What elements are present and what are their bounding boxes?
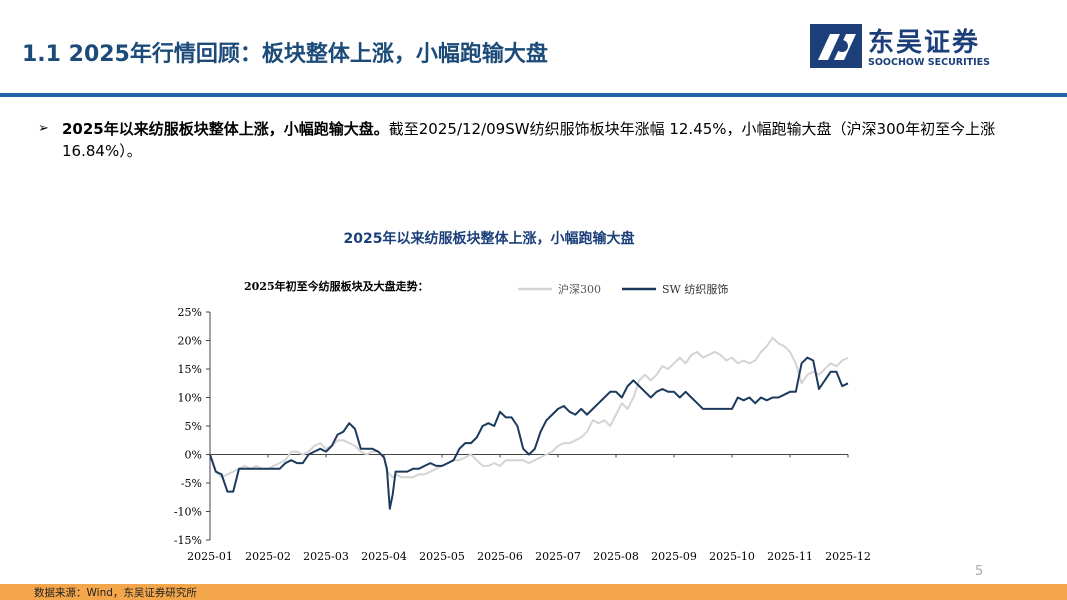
chart-title: 2025年初至今纺服板块及大盘走势： <box>244 279 429 293</box>
x-tick-label: 2025-05 <box>419 550 465 563</box>
x-tick-label: 2025-11 <box>767 550 813 563</box>
summary-text: 2025年以来纺服板块整体上涨，小幅跑输大盘。截至2025/12/09SW纺织服… <box>62 118 1048 162</box>
x-tick-label: 2025-03 <box>303 550 349 563</box>
y-tick-label: 0% <box>185 449 202 462</box>
x-tick-label: 2025-08 <box>593 550 639 563</box>
y-tick-label: 15% <box>178 363 202 376</box>
y-tick-label: 20% <box>178 335 202 348</box>
bullet-arrow-icon: ➢ <box>38 121 49 136</box>
data-source-note: 数据来源：Wind，东吴证券研究所 <box>34 587 197 599</box>
x-tick-label: 2025-07 <box>535 550 581 563</box>
x-tick-label: 2025-12 <box>825 550 871 563</box>
chart-heading: 2025年以来纺服板块整体上涨，小幅跑输大盘 <box>343 231 635 247</box>
x-tick-label: 2025-10 <box>709 550 755 563</box>
legend-label-csi300: 沪深300 <box>558 282 601 296</box>
y-tick-label: 10% <box>178 392 202 405</box>
legend-label-sw-textile: SW 纺织服饰 <box>662 282 728 296</box>
y-tick-label: -15% <box>174 534 202 547</box>
x-tick-label: 2025-02 <box>245 550 291 563</box>
series-line-sw-textile <box>209 356 849 510</box>
line-chart: 2025年初至今纺服板块及大盘走势： 沪深300 SW 纺织服饰 25% 20% 1… <box>174 279 871 563</box>
y-tick-label: -5% <box>181 477 202 490</box>
page-number: 5 <box>975 564 984 579</box>
plot-area: 25% 20% 15% 10% 5% 0% -5% -10% -15% 2025-01 2025-0… <box>174 306 871 563</box>
x-tick-label: 2025-01 <box>187 550 233 563</box>
header-divider <box>0 93 1067 97</box>
summary-headline: 2025年以来纺服板块整体上涨，小幅跑输大盘。 <box>62 120 389 138</box>
logo-english-name: SOOCHOW SECURITIES <box>868 57 990 68</box>
x-tick-label: 2025-06 <box>477 550 523 563</box>
logo-chinese-name: 东吴证券 <box>868 28 981 58</box>
footer-bar: 数据来源：Wind，东吴证券研究所 <box>0 584 1067 600</box>
page-title: 1.1 2025年行情回顾：板块整体上涨，小幅跑输大盘 <box>22 42 548 67</box>
soochow-logo-icon <box>810 24 862 68</box>
y-tick-label: -10% <box>174 506 202 519</box>
summary-bullet: ➢ 2025年以来纺服板块整体上涨，小幅跑输大盘。截至2025/12/09SW纺… <box>38 118 1048 162</box>
y-tick-label: 5% <box>185 420 202 433</box>
summary-detail: 截至2025/12/09SW纺织服饰板块年涨幅 12.45%，小幅跑输大盘（沪深… <box>62 120 996 160</box>
company-logo: 东吴证券 SOOCHOW SECURITIES <box>810 24 1010 72</box>
x-tick-label: 2025-04 <box>361 550 407 563</box>
series-line-csi300 <box>209 336 849 479</box>
y-tick-label: 25% <box>178 306 202 319</box>
x-tick-label: 2025-09 <box>651 550 697 563</box>
